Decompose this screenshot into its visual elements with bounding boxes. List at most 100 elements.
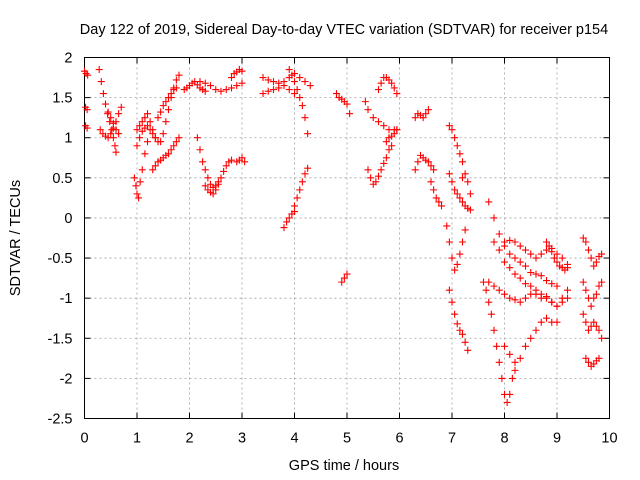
data-point — [270, 86, 277, 94]
data-point — [511, 270, 519, 278]
data-point — [393, 126, 401, 134]
data-point — [343, 100, 351, 108]
series-arc-10 — [157, 71, 183, 146]
data-point — [511, 358, 519, 366]
data-point — [157, 138, 165, 146]
data-point — [377, 79, 385, 87]
series-arc-45 — [579, 234, 606, 270]
data-point — [516, 274, 524, 282]
data-point — [144, 122, 151, 130]
y-axis-label: SDTVAR / TECUs — [8, 180, 24, 296]
data-point — [495, 286, 503, 294]
data-point — [543, 314, 550, 322]
x-tick-label: 8 — [500, 431, 508, 447]
data-point — [595, 354, 603, 362]
data-point — [453, 260, 461, 268]
data-point — [199, 158, 207, 166]
series-arc-24 — [333, 90, 354, 118]
y-tick-label: -0.5 — [48, 251, 73, 267]
series-arc-18 — [233, 154, 249, 166]
data-point — [301, 114, 309, 122]
series-arc-16 — [196, 78, 246, 95]
series-arc-35 — [443, 222, 469, 274]
data-point — [592, 290, 600, 298]
data-point — [456, 326, 464, 334]
data-point — [459, 238, 466, 246]
data-point — [585, 246, 592, 254]
data-point — [220, 167, 228, 175]
data-point — [511, 238, 519, 246]
data-point — [459, 198, 466, 206]
data-points — [81, 66, 606, 406]
data-point — [264, 76, 272, 84]
data-point — [109, 119, 117, 127]
data-point — [456, 150, 464, 158]
data-point — [228, 74, 235, 82]
data-point — [411, 114, 419, 122]
data-point — [532, 286, 540, 294]
data-point — [506, 350, 514, 358]
data-point — [214, 180, 222, 188]
data-point — [598, 250, 606, 258]
data-point — [516, 298, 524, 306]
plot-frame — [84, 57, 610, 419]
data-point — [448, 254, 456, 262]
series-arc-25 — [338, 270, 351, 286]
x-tick-label: 6 — [395, 431, 403, 447]
data-point — [388, 142, 396, 150]
y-tick-label: 1.5 — [52, 91, 72, 107]
data-point — [346, 110, 354, 118]
data-point — [595, 326, 603, 334]
data-point — [233, 82, 241, 90]
data-point — [217, 87, 225, 95]
data-point — [545, 242, 553, 250]
data-point — [506, 294, 514, 302]
data-point — [280, 224, 288, 232]
data-point — [490, 282, 498, 290]
data-point — [136, 122, 144, 130]
data-point — [456, 194, 464, 202]
data-point — [97, 78, 105, 86]
data-point — [490, 214, 498, 222]
data-point — [293, 194, 301, 202]
data-point — [107, 130, 115, 138]
data-point — [291, 202, 298, 210]
data-point — [532, 270, 540, 278]
data-point — [306, 82, 314, 90]
data-point — [375, 172, 382, 180]
data-point — [133, 142, 141, 150]
series-arc-02 — [82, 103, 91, 114]
series-arc-37 — [459, 170, 474, 198]
data-point — [364, 166, 372, 174]
data-point — [522, 246, 529, 254]
y-tick-label: 1 — [64, 131, 72, 147]
data-point — [527, 268, 535, 276]
data-point — [564, 264, 571, 272]
data-point — [587, 254, 595, 262]
series-arc-33 — [445, 122, 466, 166]
data-point — [553, 302, 561, 310]
data-point — [430, 166, 438, 174]
data-point — [96, 126, 104, 134]
data-point — [485, 198, 493, 206]
series-arc-43 — [501, 236, 571, 268]
data-point — [448, 298, 456, 306]
data-point — [83, 106, 91, 114]
data-point — [516, 242, 524, 250]
data-point — [172, 84, 180, 92]
data-point — [135, 194, 143, 202]
data-point — [448, 178, 456, 186]
data-point — [487, 310, 495, 318]
series-arc-27 — [364, 142, 396, 188]
data-point — [414, 158, 422, 166]
data-point — [144, 138, 151, 146]
data-point — [485, 278, 493, 286]
series-arc-28 — [375, 74, 401, 98]
data-point — [298, 102, 306, 110]
data-point — [422, 110, 430, 118]
chart-title: Day 122 of 2019, Sidereal Day-to-day VTE… — [80, 22, 608, 38]
data-point — [495, 358, 503, 366]
data-point — [461, 170, 469, 178]
data-point — [293, 86, 301, 94]
data-point — [592, 322, 600, 330]
